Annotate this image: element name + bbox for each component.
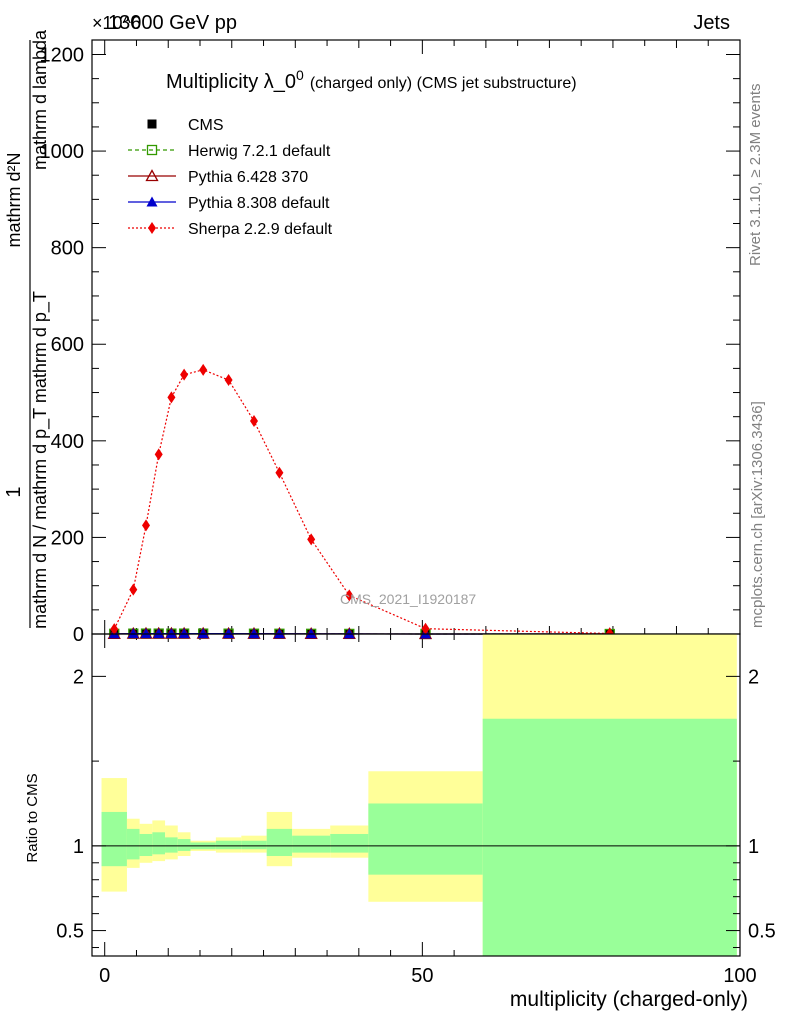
data-point [140, 628, 152, 639]
y-tick-label: 800 [51, 238, 84, 260]
data-point [275, 466, 284, 479]
ratio-band-inner [177, 839, 191, 851]
data-point [345, 589, 354, 602]
y-tick-label: 200 [51, 527, 84, 549]
chart-title-main: Multiplicity λ_0 [166, 71, 296, 93]
mcplots-label: mcplots.cern.ch [arXiv:1306.3436] [749, 401, 766, 628]
legend-label: Herwig 7.2.1 default [188, 143, 331, 160]
data-point [154, 448, 163, 461]
legend-entry: Sherpa 2.2.9 default [128, 221, 333, 238]
ratio-y-tick-label-left: 0.5 [56, 921, 84, 943]
legend-marker [146, 196, 158, 207]
y-axis-label-top-sub: mathrm d lambda [30, 29, 50, 170]
data-point [248, 628, 260, 639]
legend-marker [145, 169, 159, 182]
ratio-band-inner [139, 833, 153, 857]
legend-label: Pythia 6.428 370 [188, 169, 308, 186]
ratio-y-axis-label: Ratio to CMS [24, 773, 41, 862]
y-exponent-label: ×10^6 [92, 13, 141, 33]
data-point [199, 363, 208, 376]
legend-label: Pythia 8.308 default [188, 195, 330, 212]
y-tick-label: 400 [51, 431, 84, 453]
data-point [129, 583, 138, 596]
data-point [223, 628, 235, 639]
data-point [307, 533, 316, 546]
data-point [180, 368, 189, 381]
ratio-panel: 0 50 100 0.5 0.5 1 1 2 2 [56, 633, 776, 987]
legend-label: CMS [188, 117, 224, 134]
data-point [305, 628, 317, 639]
data-point [224, 373, 233, 386]
data-point [165, 628, 177, 639]
data-point [167, 391, 176, 404]
series-line [113, 369, 610, 635]
ratio-y-tick-label-left: 2 [73, 666, 84, 688]
data-point [178, 628, 190, 639]
ratio-y-tick-label-right: 1 [748, 836, 759, 858]
data-point [153, 628, 165, 639]
x-tick-label: 100 [723, 965, 756, 987]
data-point [273, 628, 285, 639]
legend-entry: Pythia 6.428 370 [128, 169, 308, 186]
data-point [421, 622, 430, 635]
x-tick-label: 50 [411, 965, 433, 987]
ratio-band-inner [368, 803, 483, 875]
y-axis-label-top: mathrm d²N [4, 152, 24, 247]
legend-entry: CMS [147, 117, 224, 134]
legend-entry: Herwig 7.2.1 default [128, 143, 331, 160]
ratio-y-tick-label-right: 2 [748, 666, 759, 688]
legend-entry: Pythia 8.308 default [128, 195, 330, 212]
x-tick-label: 0 [99, 965, 110, 987]
legend-marker [146, 144, 158, 156]
ratio-band-inner [165, 837, 178, 853]
ratio-band-inner [215, 840, 242, 850]
y-axis-label-numerator: 1 [3, 486, 25, 497]
legend-label: Sherpa 2.2.9 default [188, 221, 333, 238]
legend: CMS Herwig 7.2.1 default Pythia 6.428 370 P… [128, 117, 333, 238]
legend-marker [148, 222, 156, 234]
header-right-label: Jets [693, 12, 730, 34]
legend-marker [147, 119, 157, 129]
ratio-band-inner [152, 832, 166, 855]
ratio-band-inner [126, 828, 140, 860]
ratio-frame [91, 633, 741, 957]
ratio-band-inner [241, 840, 267, 850]
y-tick-label: 600 [51, 334, 84, 356]
ratio-band-inner [330, 833, 369, 853]
ratio-y-tick-label-right: 0.5 [748, 921, 776, 943]
data-point [142, 519, 150, 532]
data-point [250, 415, 258, 428]
ratio-band-inner [482, 718, 737, 956]
chart-title: Multiplicity λ_00 (charged only) (CMS jet… [166, 67, 577, 93]
y-axis-label: 1 mathrm d N / mathrm d p_T mathrm d p_T… [3, 29, 51, 629]
data-point [110, 623, 119, 636]
data-point [127, 628, 139, 639]
chart-title-sup: 0 [296, 67, 304, 83]
ratio-band-inner [292, 835, 331, 853]
chart-title-suffix: (charged only) (CMS jet substructure) [310, 75, 577, 92]
header-left-label: 13000 GeV pp [108, 12, 237, 34]
y-axis-label-denominator: mathrm d N / mathrm d p_T mathrm d p_T [30, 291, 51, 629]
y-tick-label: 1200 [40, 44, 85, 66]
x-axis-label: multiplicity (charged-only) [510, 988, 748, 1011]
ratio-band-inner [101, 811, 127, 867]
ratio-y-tick-label-left: 1 [73, 836, 84, 858]
y-tick-label: 1000 [40, 141, 85, 163]
watermark: CMS_2021_I1920187 [340, 591, 476, 607]
ratio-band-inner [266, 828, 293, 857]
y-tick-label: 0 [73, 624, 84, 646]
rivet-label: Rivet 3.1.10, ≥ 2.3M events [747, 84, 764, 267]
data-point [197, 628, 209, 639]
